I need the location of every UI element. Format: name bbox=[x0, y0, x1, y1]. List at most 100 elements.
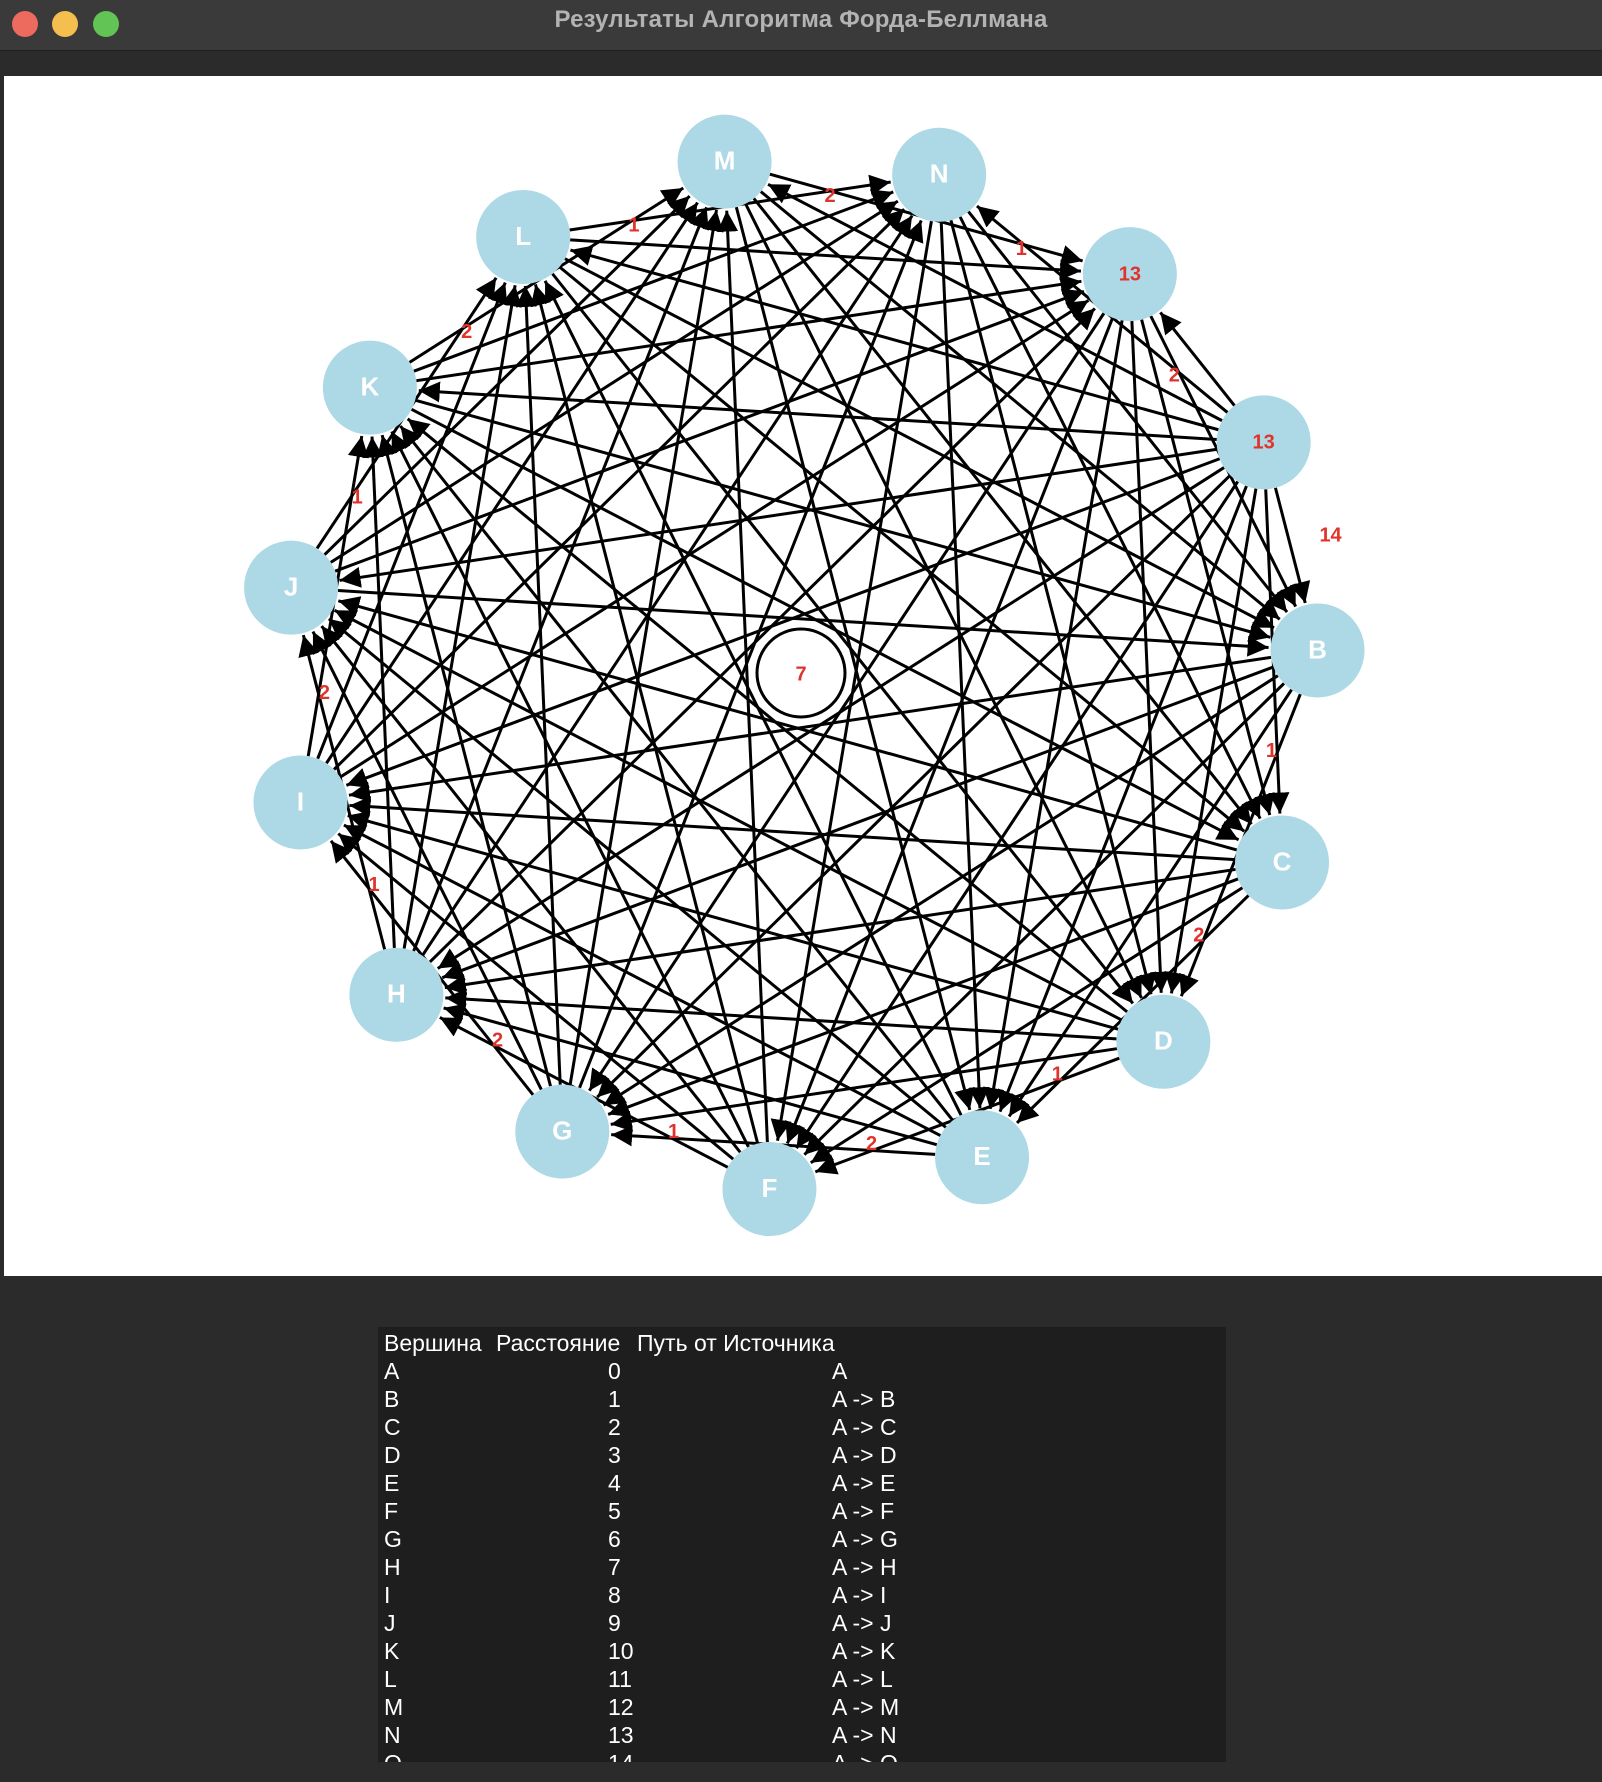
graph-edge bbox=[414, 398, 1271, 642]
table-cell: 5 bbox=[608, 1498, 621, 1524]
graph-edge bbox=[1007, 688, 1293, 1118]
graph-edge bbox=[551, 272, 1135, 1005]
graph-node-h: H bbox=[349, 947, 444, 1042]
table-cell: H bbox=[384, 1554, 401, 1580]
table-cell: A -> I bbox=[832, 1582, 887, 1608]
graph-node-a: 13 bbox=[1216, 395, 1311, 490]
node-label: D bbox=[1154, 1026, 1173, 1056]
graph-edge bbox=[530, 284, 760, 1144]
graph-edge bbox=[428, 307, 1096, 963]
node-label: 13 bbox=[1119, 263, 1141, 285]
graph-node-e: E bbox=[935, 1110, 1030, 1205]
edge-weight-label: 14 bbox=[1319, 524, 1342, 546]
table-cell: 2 bbox=[608, 1414, 621, 1440]
node-circle bbox=[253, 755, 348, 850]
table-cell: E bbox=[384, 1470, 400, 1496]
window-title: Результаты Алгоритма Форда-Беллмана bbox=[554, 6, 1048, 33]
table-cell: 10 bbox=[608, 1638, 634, 1664]
node-label: G bbox=[552, 1115, 572, 1145]
graph-edge bbox=[316, 282, 508, 760]
graph-edge bbox=[1164, 488, 1258, 994]
graph-edge bbox=[410, 408, 1240, 842]
graph-edge bbox=[967, 210, 1289, 614]
graph-edge bbox=[413, 189, 894, 373]
edge-weight-label: 2 bbox=[1169, 364, 1180, 386]
graph-edge bbox=[348, 655, 1272, 803]
table-cell: A -> H bbox=[832, 1554, 897, 1580]
graph-node-o: 13 bbox=[1082, 227, 1177, 322]
graph-node-l: L bbox=[476, 189, 571, 284]
graph-edge bbox=[759, 190, 1281, 621]
center-weight-label: 7 bbox=[795, 663, 806, 685]
minimize-button[interactable] bbox=[52, 11, 78, 37]
table-cell: 12 bbox=[608, 1694, 634, 1720]
edge-layer bbox=[298, 172, 1311, 1175]
graph-edge bbox=[1140, 319, 1275, 816]
graph-edge bbox=[339, 447, 1218, 588]
graph-edge bbox=[602, 674, 1279, 1107]
graph-node-m: M bbox=[677, 114, 772, 209]
table-cell: A bbox=[832, 1358, 848, 1384]
graph-edge bbox=[939, 221, 990, 1109]
table-cell: 14 bbox=[608, 1749, 634, 1762]
table-cell: A -> D bbox=[832, 1442, 897, 1468]
close-button[interactable] bbox=[12, 11, 38, 37]
graph-edge bbox=[444, 867, 1236, 995]
edge-weight-label: 1 bbox=[628, 214, 639, 236]
edge-weight-label: 1 bbox=[1016, 238, 1027, 260]
node-circle bbox=[244, 540, 339, 635]
graph-edge bbox=[441, 665, 1275, 981]
node-circle bbox=[1270, 603, 1365, 698]
graph-edge bbox=[570, 238, 1082, 281]
node-circle bbox=[1116, 994, 1211, 1089]
graph-edge bbox=[983, 320, 1124, 1110]
results-table[interactable]: Вершина Расстояние Путь от Источника A 0 A B 1 A… bbox=[378, 1327, 1226, 1762]
graph-node-d: D bbox=[1116, 994, 1211, 1089]
graph-edge bbox=[610, 1047, 1118, 1132]
table-cell: N bbox=[384, 1722, 401, 1748]
graph-edge bbox=[436, 466, 1225, 970]
node-circle bbox=[892, 127, 987, 222]
table-cell: C bbox=[384, 1414, 401, 1440]
node-label: E bbox=[973, 1141, 990, 1171]
table-cell: I bbox=[384, 1582, 391, 1608]
table-cell: 1 bbox=[608, 1386, 621, 1412]
graph-edge bbox=[564, 257, 1275, 630]
graph-canvas: 1 2 1 2 1 2 1 2 1 2 1 2 1 2 14 7 B C D E F G H I J K L M N 13 13 bbox=[4, 76, 1602, 1276]
graph-edge bbox=[412, 206, 709, 952]
table-cell: A -> K bbox=[832, 1638, 896, 1664]
center-loop bbox=[755, 627, 847, 719]
edge-weight-label: 2 bbox=[825, 185, 836, 207]
graph-edge bbox=[958, 216, 1262, 820]
graph-node-b: B bbox=[1270, 603, 1365, 698]
graph-node-n: N bbox=[892, 127, 987, 222]
column-header: Вершина bbox=[384, 1330, 482, 1356]
node-circle bbox=[349, 947, 444, 1042]
table-cell: 6 bbox=[608, 1526, 621, 1552]
node-label: B bbox=[1308, 634, 1327, 664]
graph-edge bbox=[717, 210, 769, 1143]
graph-node-i: I bbox=[253, 755, 348, 850]
table-cell: A -> O bbox=[832, 1749, 898, 1762]
node-label: M bbox=[714, 146, 736, 176]
column-header: Расстояние bbox=[496, 1330, 621, 1356]
table-cell: 11 bbox=[608, 1666, 632, 1692]
graph-edge bbox=[323, 194, 691, 556]
table-cell: 9 bbox=[608, 1610, 621, 1636]
maximize-button[interactable] bbox=[93, 11, 119, 37]
node-circle bbox=[1235, 815, 1330, 910]
node-circle bbox=[722, 1142, 817, 1237]
table-cell: A -> J bbox=[832, 1610, 892, 1636]
table-cell: 13 bbox=[608, 1722, 634, 1748]
table-cell: O bbox=[384, 1749, 402, 1762]
graph-edge bbox=[333, 608, 1123, 1022]
graph-edge bbox=[949, 219, 1157, 995]
table-cell: 3 bbox=[608, 1442, 621, 1468]
toolbar-strip bbox=[0, 51, 1602, 75]
node-circle bbox=[935, 1110, 1030, 1205]
node-label: C bbox=[1273, 846, 1292, 876]
graph-node-c: C bbox=[1235, 815, 1330, 910]
graph-node-k: K bbox=[322, 340, 417, 435]
graph-edge bbox=[347, 811, 1119, 1031]
graph-edge bbox=[578, 219, 924, 1089]
